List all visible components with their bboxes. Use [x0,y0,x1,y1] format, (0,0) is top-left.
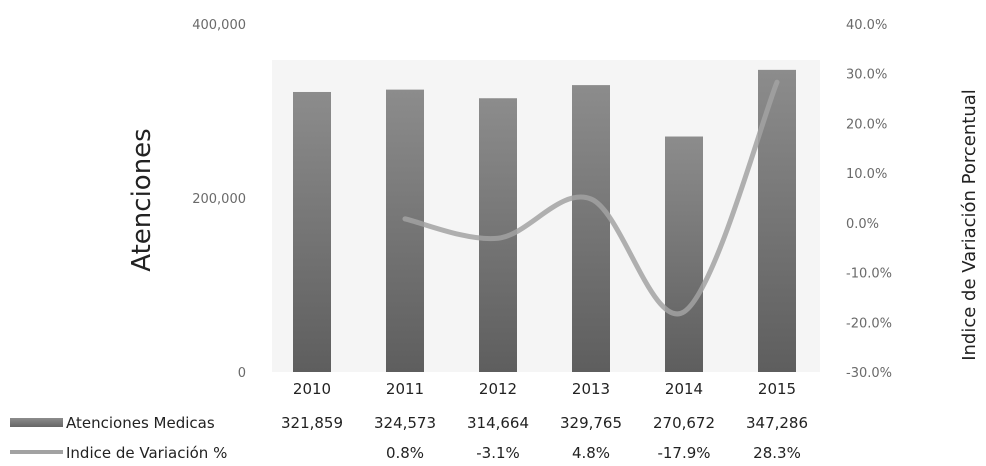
table-cell: 321,859 [281,414,343,432]
table-cell: 0.8% [386,444,424,462]
category-label: 2011 [386,380,424,398]
legend-swatch-bar [10,418,63,427]
y-tick-label: 200,000 [192,192,246,207]
bar-2014 [665,136,703,372]
table-cell: -3.1% [476,444,520,462]
table-cell: 324,573 [374,414,436,432]
line-series [402,79,780,317]
y2-tick-label: 40.0% [846,18,887,33]
table-cell: -17.9% [657,444,710,462]
plot-area [272,60,820,372]
y2-tick-label: 0.0% [846,217,879,232]
table-cell: 4.8% [572,444,610,462]
bar-2013 [572,85,610,373]
y2-tick-label: -20.0% [846,316,892,331]
table-cell: 28.3% [753,444,801,462]
bar-series [293,69,796,373]
y-tick-label: 0 [238,366,246,381]
category-label: 2010 [293,380,331,398]
legend-label: Atenciones Medicas [66,414,215,432]
category-label: 2014 [665,380,703,398]
table-cell: 329,765 [560,414,622,432]
category-axis: 2010 2011 2012 2013 2014 2015 [293,380,796,398]
data-table: Atenciones Medicas 321,859 324,573 314,664 3… [10,414,808,462]
category-label: 2013 [572,380,610,398]
bar-2011 [386,89,424,372]
right-axis-title: Indice de Variación Porcentual [959,89,980,361]
category-label: 2015 [758,380,796,398]
legend-label: Indice de Variación % [66,444,227,462]
right-axis-ticks: -30.0% -20.0% -10.0% 0.0% 10.0% 20.0% 30.0% 40.… [846,18,892,381]
y2-tick-label: -30.0% [846,366,892,381]
left-axis-title: Atenciones [127,128,157,271]
y2-tick-label: 20.0% [846,117,887,132]
left-axis-ticks: 0 200,000 400,000 [192,18,246,381]
table-cell: 314,664 [467,414,529,432]
table-cell: 270,672 [653,414,715,432]
y2-tick-label: -10.0% [846,267,892,282]
table-cell: 347,286 [746,414,808,432]
category-label: 2012 [479,380,517,398]
y-tick-label: 400,000 [192,18,246,33]
bar-2010 [293,91,331,373]
y2-tick-label: 10.0% [846,167,887,182]
y2-tick-label: 30.0% [846,68,887,83]
